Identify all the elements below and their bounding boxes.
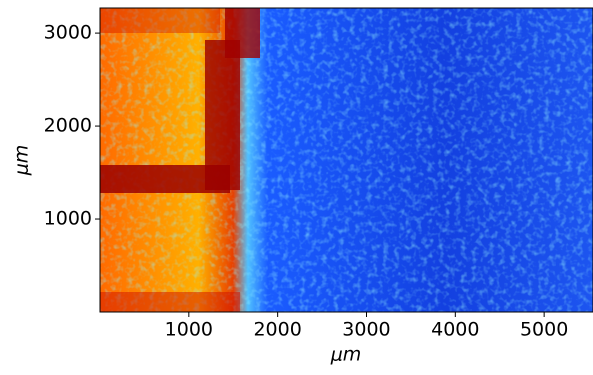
y-axis-label: μm bbox=[11, 145, 33, 177]
x-tick-label: 2000 bbox=[253, 319, 301, 341]
x-tick-label: 1000 bbox=[165, 319, 213, 341]
y-tick-label: 2000 bbox=[44, 115, 92, 137]
x-tick-label: 5000 bbox=[520, 319, 568, 341]
y-tick-label: 1000 bbox=[44, 208, 92, 230]
x-axis-label: μm bbox=[330, 344, 362, 366]
x-tick-label: 4000 bbox=[431, 319, 479, 341]
y-tick-label: 3000 bbox=[44, 22, 92, 44]
plot-frame bbox=[99, 7, 593, 313]
heatmap-image bbox=[100, 8, 593, 312]
x-tick-label: 3000 bbox=[342, 319, 390, 341]
